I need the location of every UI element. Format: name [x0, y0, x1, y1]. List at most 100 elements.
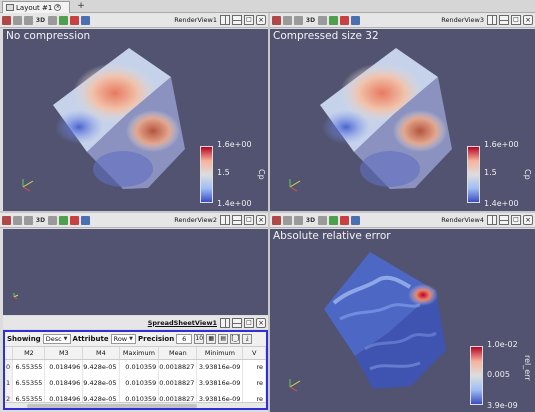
split-vertical-button[interactable]	[232, 15, 242, 25]
close-view-button[interactable]: ×	[256, 215, 266, 225]
table-cell[interactable]: 0.010359	[119, 375, 160, 391]
column-header[interactable]: M4	[82, 347, 120, 360]
column-header[interactable]: Maximum	[119, 347, 160, 360]
renderview4[interactable]: Absolute relative error 1.0e-02 0.005 3.…	[270, 229, 535, 412]
split-vertical-button[interactable]	[499, 215, 509, 225]
split-vertical-button[interactable]	[232, 317, 242, 328]
camera-undo-icon[interactable]	[13, 15, 22, 25]
table-cell[interactable]: 6.55355	[12, 359, 46, 375]
reset-camera-icon[interactable]	[48, 15, 57, 25]
reset-camera-icon[interactable]	[318, 215, 327, 225]
column-header[interactable]: V	[242, 347, 266, 360]
table-cell[interactable]: 9.428e-05	[82, 359, 120, 375]
table-cell[interactable]: 6.55355	[12, 375, 46, 391]
renderview1[interactable]: No compression 1.6e+00 1.5 1.4e+00 Cp	[3, 29, 268, 211]
select-cells-icon[interactable]	[329, 215, 338, 225]
maximize-button[interactable]: □	[511, 15, 521, 25]
table-cell[interactable]: 3.93816e-09	[196, 359, 244, 375]
table-cell[interactable]: 0.0018827	[158, 375, 198, 391]
split-vertical-button[interactable]	[499, 15, 509, 25]
camera-redo-icon[interactable]	[294, 215, 303, 225]
select-points-icon[interactable]	[70, 215, 79, 225]
export-spreadsheet-icon[interactable]: ⤓	[242, 334, 253, 344]
renderview4-toolbar: 3D RenderView4 □ ×	[270, 213, 535, 228]
spreadsheet-view[interactable]: Showing Desc ▼ Attribute Row ▼ Precision 6…	[3, 330, 268, 410]
column-header[interactable]: Minimum	[196, 347, 244, 360]
camera-undo-icon[interactable]	[283, 215, 292, 225]
reset-camera-icon[interactable]	[48, 215, 57, 225]
select-cells-icon[interactable]	[329, 15, 338, 25]
3d-toggle-icon[interactable]: 3D	[305, 16, 316, 24]
split-vertical-button[interactable]	[232, 215, 242, 225]
interactive-select-icon[interactable]	[81, 15, 90, 25]
reset-camera-icon[interactable]	[318, 15, 327, 25]
camera-capture-icon[interactable]	[2, 215, 11, 225]
show-selected-only-icon[interactable]: [_]	[230, 334, 241, 344]
select-cells-icon[interactable]	[59, 215, 68, 225]
fixed-notation-icon[interactable]: 10	[194, 334, 205, 344]
split-horizontal-button[interactable]	[220, 215, 230, 225]
add-tab-button[interactable]: +	[77, 1, 85, 11]
horizontal-splitter[interactable]	[0, 211, 535, 213]
close-view-button[interactable]: ×	[256, 15, 266, 25]
column-header[interactable]: Mean	[158, 347, 198, 360]
table-cell[interactable]: 0.0018827	[158, 359, 198, 375]
camera-capture-icon[interactable]	[272, 15, 281, 25]
renderview2[interactable]	[3, 229, 268, 315]
color-legend-bar[interactable]	[470, 346, 483, 405]
3d-toggle-icon[interactable]: 3D	[305, 216, 316, 224]
camera-redo-icon[interactable]	[24, 15, 33, 25]
toggle-cell-connectivity-icon[interactable]: ▦	[206, 334, 217, 344]
select-points-icon[interactable]	[340, 15, 349, 25]
camera-redo-icon[interactable]	[294, 15, 303, 25]
3d-toggle-icon[interactable]: 3D	[35, 16, 46, 24]
table-cell[interactable]: re	[242, 375, 266, 391]
interactive-select-icon[interactable]	[351, 215, 360, 225]
color-legend-bar[interactable]	[467, 146, 480, 203]
select-points-icon[interactable]	[70, 15, 79, 25]
split-horizontal-button[interactable]	[220, 317, 230, 328]
toggle-column-visibility-icon[interactable]: ▤	[218, 334, 229, 344]
split-horizontal-button[interactable]	[487, 215, 497, 225]
showing-dropdown[interactable]: Desc ▼	[42, 334, 71, 344]
table-cell[interactable]: 9.428e-05	[82, 375, 120, 391]
interactive-select-icon[interactable]	[81, 215, 90, 225]
table-row[interactable]: 0 6.55355 0.018496 9.428e-05 0.010359 0.…	[5, 359, 266, 375]
close-view-button[interactable]: ×	[523, 215, 533, 225]
table-row[interactable]: 1 6.55355 0.018496 9.428e-05 0.010359 0.…	[5, 375, 266, 391]
camera-capture-icon[interactable]	[2, 15, 11, 25]
split-horizontal-button[interactable]	[487, 15, 497, 25]
maximize-button[interactable]: □	[244, 317, 254, 328]
table-cell[interactable]: 0.018496	[44, 359, 84, 375]
table-cell[interactable]: 0.018496	[44, 375, 84, 391]
attribute-dropdown[interactable]: Row ▼	[110, 334, 136, 344]
legend-title: rel_err	[523, 355, 532, 381]
maximize-button[interactable]: □	[244, 15, 254, 25]
column-header[interactable]: M3	[44, 347, 84, 360]
table-cell[interactable]: 0.010359	[119, 359, 160, 375]
close-view-button[interactable]: ×	[523, 15, 533, 25]
maximize-button[interactable]: □	[244, 215, 254, 225]
camera-undo-icon[interactable]	[283, 15, 292, 25]
select-points-icon[interactable]	[340, 215, 349, 225]
close-icon[interactable]: ×	[54, 4, 62, 11]
view-title: RenderView2	[174, 216, 217, 224]
horizontal-scrollbar[interactable]	[5, 402, 266, 408]
table-cell[interactable]: re	[242, 359, 266, 375]
split-horizontal-button[interactable]	[220, 15, 230, 25]
precision-spinbox[interactable]: 6	[176, 334, 193, 344]
select-cells-icon[interactable]	[59, 15, 68, 25]
camera-capture-icon[interactable]	[272, 215, 281, 225]
scrollbar-thumb[interactable]	[27, 404, 197, 408]
column-header[interactable]: M2	[12, 347, 46, 360]
color-legend-bar[interactable]	[200, 146, 213, 203]
maximize-button[interactable]: □	[511, 215, 521, 225]
renderview3[interactable]: Compressed size 32 1.6e+00 1.5 1.4e+00 C…	[270, 29, 535, 211]
table-cell[interactable]: 3.93816e-09	[196, 375, 244, 391]
3d-toggle-icon[interactable]: 3D	[35, 216, 46, 224]
close-view-button[interactable]: ×	[256, 317, 266, 328]
interactive-select-icon[interactable]	[351, 15, 360, 25]
camera-redo-icon[interactable]	[24, 215, 33, 225]
camera-undo-icon[interactable]	[13, 215, 22, 225]
layout-tab[interactable]: Layout #1 ×	[2, 1, 70, 13]
